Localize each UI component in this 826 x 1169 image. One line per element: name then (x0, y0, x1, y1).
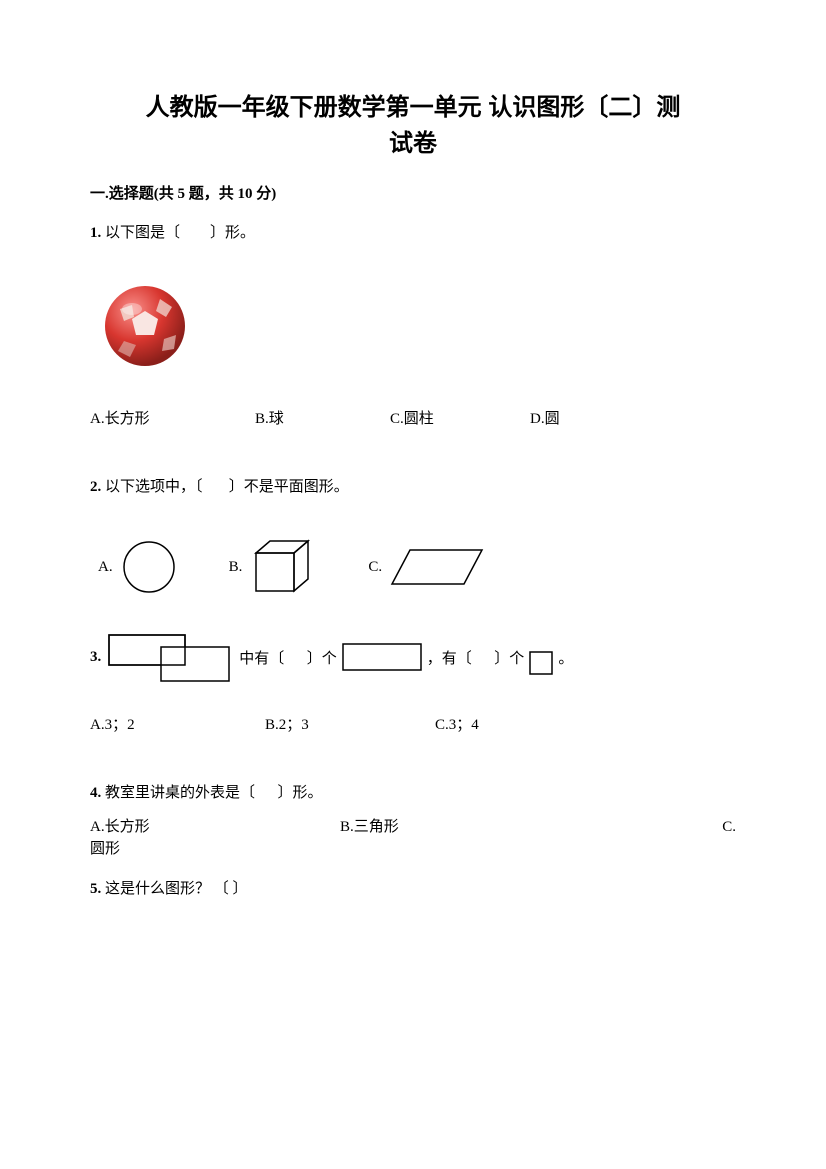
q3-blank-1 (284, 649, 307, 666)
q3-number: 3. (90, 649, 101, 666)
q1-number: 1. (90, 225, 101, 241)
parallelogram-icon (388, 542, 488, 592)
overlapping-rects-icon (105, 629, 235, 685)
q3-mid1: 中有〔 (239, 647, 284, 668)
q4-option-c-prefix: C. (722, 815, 736, 839)
q1-text-before: 以下图是〔 (105, 225, 180, 241)
q4-option-a: A.长方形 (90, 815, 150, 839)
q4-option-b: B.三角形 (340, 815, 399, 839)
q1-option-d: D.圆 (530, 407, 560, 428)
q3-mid4: 〕个 (494, 647, 524, 668)
q4-option-c-rest: 圆形 (90, 837, 120, 861)
q3-option-a: A.3；2 (90, 713, 135, 734)
q4-options: A.长方形 B.三角形 C. 圆形 (90, 815, 736, 857)
ball-icon (100, 281, 190, 371)
q1-text-after: 〕形。 (210, 225, 255, 241)
q2-text-before: 以下选项中，〔 (105, 479, 203, 495)
q2-options: A. B. C. (98, 535, 736, 599)
q2-label-a: A. (98, 559, 113, 576)
q1-option-c: C.圆柱 (390, 407, 434, 428)
title-line-1: 人教版一年级下册数学第一单元 认识图形〔二〕测 (146, 94, 681, 121)
q2-label-b: B. (229, 559, 243, 576)
q1-option-b: B.球 (255, 407, 284, 428)
exam-page: 人教版一年级下册数学第一单元 认识图形〔二〕测 试卷 一.选择题(共 5 题，共… (0, 0, 826, 1169)
question-1: 1. 以下图是〔 〕形。 (90, 221, 736, 245)
q3-mid2: 〕个 (307, 647, 337, 668)
q3-mid3: ，有〔 (427, 647, 472, 668)
q1-blank (184, 221, 207, 245)
q4-number: 4. (90, 785, 101, 801)
page-title: 人教版一年级下册数学第一单元 认识图形〔二〕测 试卷 (90, 90, 736, 162)
q4-text-before: 教室里讲桌的外表是〔 (105, 785, 255, 801)
q4-text-after: 〕形。 (278, 785, 323, 801)
square-icon (528, 650, 554, 676)
section-1-header: 一.选择题(共 5 题，共 10 分) (90, 182, 736, 203)
q2-label-c: C. (368, 559, 382, 576)
q3-end: 。 (558, 647, 573, 668)
question-4: 4. 教室里讲桌的外表是〔 〕形。 (90, 781, 736, 805)
q1-image-wrap (100, 281, 736, 371)
q3-options: A.3；2 B.2；3 C.3；4 (90, 713, 736, 733)
question-2: 2. 以下选项中，〔 〕不是平面图形。 (90, 475, 736, 499)
cube-icon (248, 535, 318, 599)
q2-text-after: 〕不是平面图形。 (229, 479, 349, 495)
rectangle-icon (341, 642, 423, 672)
q2-blank (206, 475, 225, 499)
question-3: 3. 中有〔 〕个 ，有〔 〕个 。 (90, 629, 736, 685)
question-5: 5. 这是什么图形？ 〔 〕 (90, 877, 736, 901)
q3-option-b: B.2；3 (265, 713, 309, 734)
q5-text: 这是什么图形？ 〔 〕 (105, 881, 248, 897)
q1-option-a: A.长方形 (90, 407, 150, 428)
circle-icon (119, 537, 179, 597)
q4-blank (259, 781, 274, 805)
q2-number: 2. (90, 479, 101, 495)
title-line-2: 试卷 (389, 130, 437, 157)
q3-option-c: C.3；4 (435, 713, 479, 734)
q5-number: 5. (90, 881, 101, 897)
section-1-meta: (共 5 题，共 10 分) (154, 186, 277, 202)
section-1-label: 一.选择题 (90, 186, 154, 202)
q3-blank-2 (472, 649, 495, 666)
q1-options: A.长方形 B.球 C.圆柱 D.圆 (90, 407, 736, 427)
